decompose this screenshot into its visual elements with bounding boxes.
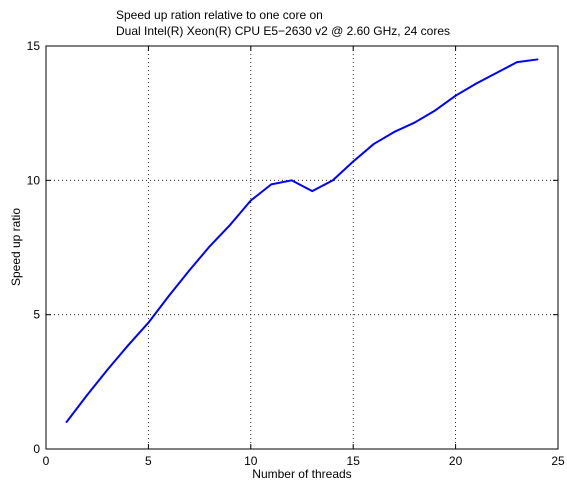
speedup-point bbox=[147, 321, 150, 324]
speedup-point bbox=[167, 294, 170, 297]
speedup-point bbox=[86, 394, 88, 397]
speedup-line bbox=[65, 58, 538, 423]
chart-title: Speed up ration relative to one core on … bbox=[116, 8, 450, 38]
speedup-point bbox=[352, 160, 355, 163]
speedup-point bbox=[65, 421, 68, 424]
x-tick-label: 10 bbox=[244, 454, 258, 468]
x-axis-label: Number of threads bbox=[252, 467, 351, 481]
speedup-point bbox=[106, 368, 109, 371]
x-tick-label: 5 bbox=[145, 454, 152, 468]
y-tick-label: 15 bbox=[27, 39, 41, 53]
y-tick-label: 5 bbox=[33, 308, 40, 322]
x-tick-label: 0 bbox=[43, 454, 50, 468]
y-tick-label: 0 bbox=[33, 442, 40, 456]
speedup-point bbox=[188, 269, 191, 272]
speedup-point bbox=[495, 71, 498, 74]
speedup-point bbox=[270, 183, 273, 186]
speedup-point bbox=[413, 121, 416, 124]
speedup-point bbox=[475, 82, 477, 85]
speedup-point bbox=[311, 190, 314, 192]
speedup-point bbox=[372, 143, 375, 145]
speedup-point bbox=[434, 109, 437, 112]
x-tick-label: 25 bbox=[551, 454, 565, 468]
speedup-point bbox=[331, 179, 334, 182]
grid-lines bbox=[46, 46, 558, 449]
speedup-point bbox=[229, 223, 232, 226]
speedup-point bbox=[393, 131, 396, 133]
axis-ticks: 0 5 10 15 20 25 0 5 10 15 bbox=[27, 39, 565, 468]
speedup-point bbox=[249, 199, 252, 202]
chart-title-line-2: Dual Intel(R) Xeon(R) CPU E5−2630 v2 @ 2… bbox=[116, 24, 450, 38]
x-tick-label: 20 bbox=[449, 454, 463, 468]
y-tick-label: 10 bbox=[27, 173, 41, 187]
x-tick-label: 15 bbox=[347, 454, 361, 468]
speedup-point bbox=[127, 344, 129, 347]
plot-frame bbox=[45, 45, 559, 450]
y-axis-label: Speed up ratio bbox=[9, 208, 23, 286]
speedup-point bbox=[454, 94, 457, 97]
series-group bbox=[65, 58, 539, 424]
chart-title-line-1: Speed up ration relative to one core on bbox=[116, 8, 323, 22]
speedup-point bbox=[290, 179, 293, 182]
speedup-point bbox=[536, 58, 539, 61]
speedup-point bbox=[208, 245, 211, 248]
speedup-point bbox=[516, 61, 518, 64]
